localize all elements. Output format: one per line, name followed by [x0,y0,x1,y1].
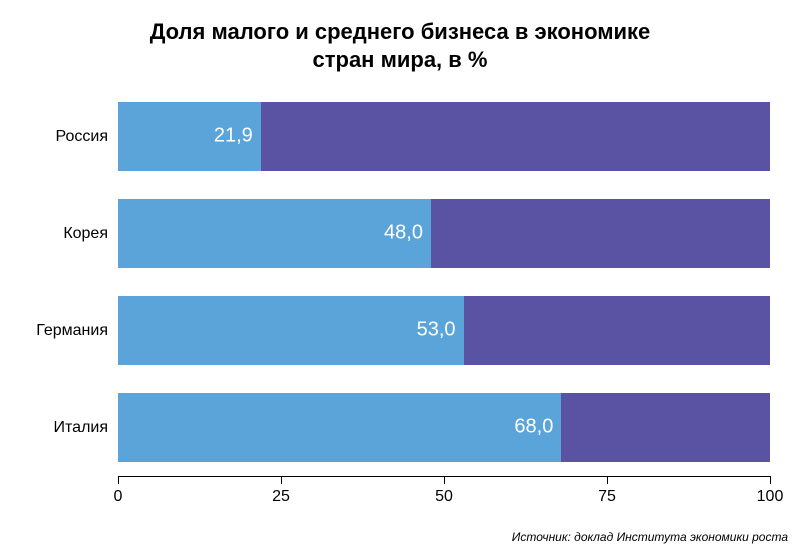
x-axis-tick [607,476,608,484]
chart-title: Доля малого и среднего бизнеса в экономи… [0,0,800,73]
bar-value [118,296,464,366]
plot-area: 21,9 48,0 53,0 68,0 [118,88,770,476]
bar-row: 48,0 [118,199,770,269]
x-axis-tick [118,476,119,484]
bar-value [118,393,561,463]
x-axis-tick [444,476,445,484]
source-note: Источник: доклад Института экономики рос… [512,530,788,544]
x-axis-tick-label: 0 [114,488,123,506]
chart-title-line: стран мира, в % [0,46,800,74]
y-axis-label: Германия [36,322,108,340]
x-axis-tick-label: 75 [598,488,616,506]
x-axis-tick-label: 100 [757,488,784,506]
bar-value-label: 48,0 [384,222,423,245]
bar-row: 68,0 [118,393,770,463]
bar-value-label: 68,0 [514,416,553,439]
x-axis-tick [770,476,771,484]
bar-row: 21,9 [118,102,770,172]
x-axis-tick-label: 50 [435,488,453,506]
chart-title-line: Доля малого и среднего бизнеса в экономи… [0,18,800,46]
bar-value-label: 53,0 [417,319,456,342]
x-axis-tick-label: 25 [272,488,290,506]
y-axis-label: Италия [54,419,108,437]
bar-value-label: 21,9 [214,125,253,148]
bar-row: 53,0 [118,296,770,366]
y-axis-label: Россия [56,128,108,146]
chart-container: Доля малого и среднего бизнеса в экономи… [0,0,800,552]
x-axis-tick [281,476,282,484]
y-axis-label: Корея [63,225,108,243]
